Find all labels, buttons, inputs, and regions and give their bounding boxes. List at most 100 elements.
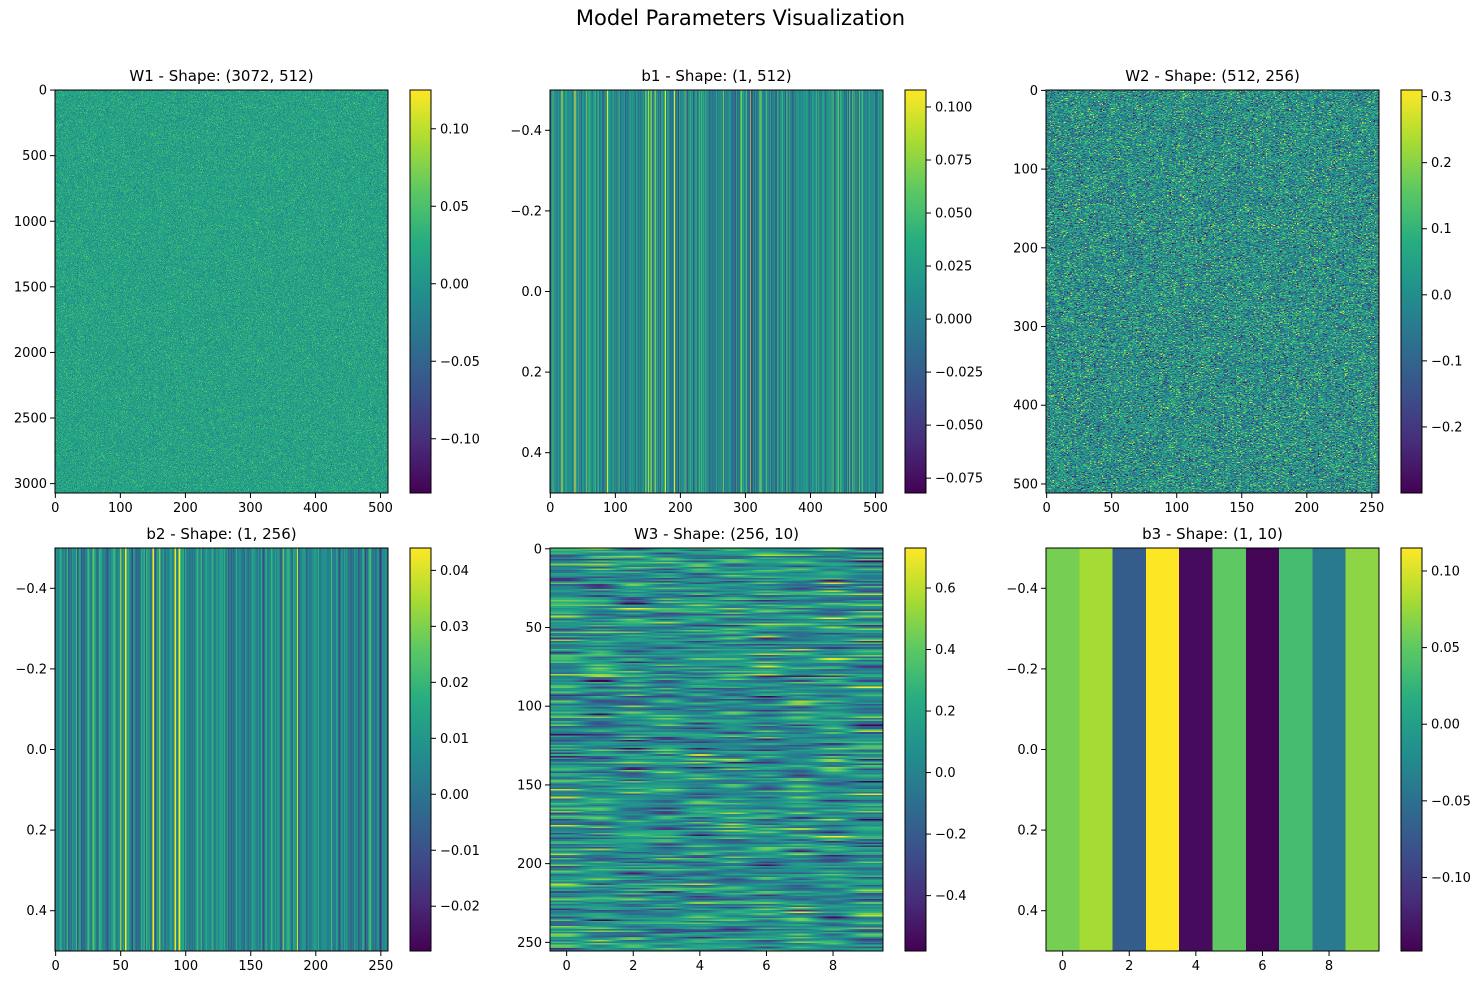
y-tick-label: 1500 xyxy=(14,280,47,295)
colorbar-tick-label: 0.1 xyxy=(1431,222,1452,237)
heatmap-panel-6: b3 - Shape: (1, 10) 0 2 4 6 8 −0.4 −0.2 0.0 0.2 0.… xyxy=(1006,525,1470,974)
heatmap-panel-2: b1 - Shape: (1, 512) 0 100 200 300 400 500 −0.4… xyxy=(510,67,983,516)
colorbar-gradient xyxy=(1401,90,1422,493)
x-tick-label: 8 xyxy=(1325,959,1333,974)
y-tick-label: 150 xyxy=(517,778,542,793)
x-tick-label: 0 xyxy=(1043,501,1051,516)
y-tick-label: 400 xyxy=(1013,399,1038,414)
y-tick-label: 500 xyxy=(1013,477,1038,492)
y-tick-label: 200 xyxy=(1013,241,1038,256)
colorbar-tick-label: 0.075 xyxy=(935,153,972,168)
x-tick-label: 500 xyxy=(863,501,888,516)
x-tick-label: 4 xyxy=(1192,959,1200,974)
y-tick-label: 50 xyxy=(525,621,542,636)
y-tick-label: 0.2 xyxy=(521,366,542,381)
panel-title: b1 - Shape: (1, 512) xyxy=(641,67,791,85)
x-tick-label: 50 xyxy=(112,959,129,974)
colorbar-frame xyxy=(1400,547,1423,952)
y-tick-label: −0.2 xyxy=(15,662,47,677)
y-tick-label: 500 xyxy=(22,149,47,164)
x-tick-label: 6 xyxy=(1258,959,1266,974)
colorbar-tick-label: 0.02 xyxy=(440,676,469,691)
heatmap-image xyxy=(1046,90,1379,493)
panel-title: W2 - Shape: (512, 256) xyxy=(1125,67,1300,85)
axes-frame xyxy=(54,89,389,494)
x-tick-label: 250 xyxy=(368,959,393,974)
y-tick-label: −0.4 xyxy=(1006,582,1038,597)
colorbar-frame xyxy=(1400,89,1423,494)
panel-title: W3 - Shape: (256, 10) xyxy=(634,525,799,543)
x-tick-label: 0 xyxy=(52,959,60,974)
colorbar-tick-label: 0.03 xyxy=(440,620,469,635)
y-tick-label: 0.4 xyxy=(26,904,47,919)
y-tick-label: 3000 xyxy=(14,477,47,492)
colorbar-tick-label: 0.04 xyxy=(440,564,469,579)
y-tick-label: 0 xyxy=(1030,84,1038,99)
x-tick-label: 50 xyxy=(1103,501,1120,516)
x-tick-label: 400 xyxy=(798,501,823,516)
colorbar-gradient xyxy=(905,90,926,493)
axes-frame xyxy=(549,547,884,952)
x-tick-label: 200 xyxy=(668,501,693,516)
x-tick-label: 100 xyxy=(173,959,198,974)
heatmap-image xyxy=(55,90,388,493)
colorbar: −0.075 −0.050 −0.025 0.000 0.025 0.050 0.075 0.… xyxy=(904,89,983,494)
panel-title: b2 - Shape: (1, 256) xyxy=(146,525,296,543)
y-tick-label: 200 xyxy=(517,857,542,872)
y-tick-label: 0 xyxy=(39,84,47,99)
y-tick-label: 100 xyxy=(517,700,542,715)
colorbar-tick-label: 0.0 xyxy=(935,766,956,781)
colorbar: −0.4 −0.2 0.0 0.2 0.4 0.6 xyxy=(904,547,967,952)
colorbar-tick-label: 0.01 xyxy=(440,732,469,747)
x-tick-label: 150 xyxy=(238,959,263,974)
x-tick-label: 0 xyxy=(546,501,554,516)
colorbar-frame xyxy=(409,547,432,952)
colorbar-tick-label: −0.05 xyxy=(440,355,480,370)
colorbar-frame xyxy=(409,89,432,494)
x-tick-label: 200 xyxy=(303,959,328,974)
heatmap-image xyxy=(1046,548,1379,951)
colorbar-tick-label: 0.025 xyxy=(935,260,972,275)
heatmap-panel-3: W2 - Shape: (512, 256) 0 50 100 150 200 250 0 10… xyxy=(1013,67,1462,516)
x-tick-label: 2 xyxy=(1125,959,1133,974)
colorbar-gradient xyxy=(410,90,431,493)
colorbar-tick-label: 0.00 xyxy=(440,788,469,803)
heatmap-image xyxy=(55,548,388,951)
heatmap-image xyxy=(550,548,883,951)
y-tick-label: 100 xyxy=(1013,163,1038,178)
heatmap-image xyxy=(550,90,883,493)
panel-title: b3 - Shape: (1, 10) xyxy=(1142,525,1283,543)
panel-title: W1 - Shape: (3072, 512) xyxy=(129,67,313,85)
y-tick-label: 0.2 xyxy=(26,824,47,839)
colorbar-tick-label: −0.2 xyxy=(935,828,967,843)
colorbar-tick-label: 0.2 xyxy=(935,705,956,720)
colorbar-tick-label: 0.3 xyxy=(1431,90,1452,105)
y-tick-label: −0.4 xyxy=(15,582,47,597)
colorbar: −0.02 −0.01 0.00 0.01 0.02 0.03 0.04 xyxy=(409,547,480,952)
axes-frame xyxy=(1045,89,1380,494)
x-tick-label: 200 xyxy=(173,501,198,516)
colorbar-tick-label: 0.000 xyxy=(935,313,972,328)
colorbar-tick-label: 0.6 xyxy=(935,581,956,596)
x-tick-label: 100 xyxy=(603,501,628,516)
heatmap-panel-4: b2 - Shape: (1, 256) 0 50 100 150 200 250 −0.4 −… xyxy=(15,525,479,974)
colorbar-tick-label: 0.0 xyxy=(1431,288,1452,303)
colorbar-tick-label: 0.050 xyxy=(935,207,972,222)
x-tick-label: 0 xyxy=(1059,959,1067,974)
colorbar-tick-label: 0.10 xyxy=(1431,564,1460,579)
colorbar: −0.2 −0.1 0.0 0.1 0.2 0.3 xyxy=(1400,89,1463,494)
x-tick-label: 400 xyxy=(303,501,328,516)
colorbar-gradient xyxy=(410,548,431,951)
x-tick-label: 0 xyxy=(51,501,59,516)
colorbar-tick-label: −0.05 xyxy=(1431,794,1471,809)
colorbar-gradient xyxy=(1401,548,1422,951)
heatmap-panel-5: W3 - Shape: (256, 10) 0 2 4 6 8 0 50 100 150 200 25… xyxy=(517,525,966,974)
colorbar-tick-label: 0.100 xyxy=(935,100,972,115)
colorbar: −0.10 −0.05 0.00 0.05 0.10 xyxy=(1400,547,1471,952)
y-tick-label: −0.2 xyxy=(510,204,542,219)
x-tick-label: 250 xyxy=(1359,501,1384,516)
colorbar-tick-label: −0.2 xyxy=(1431,420,1463,435)
colorbar-tick-label: −0.4 xyxy=(935,889,967,904)
colorbar: −0.10 −0.05 0.00 0.05 0.10 xyxy=(409,89,480,494)
